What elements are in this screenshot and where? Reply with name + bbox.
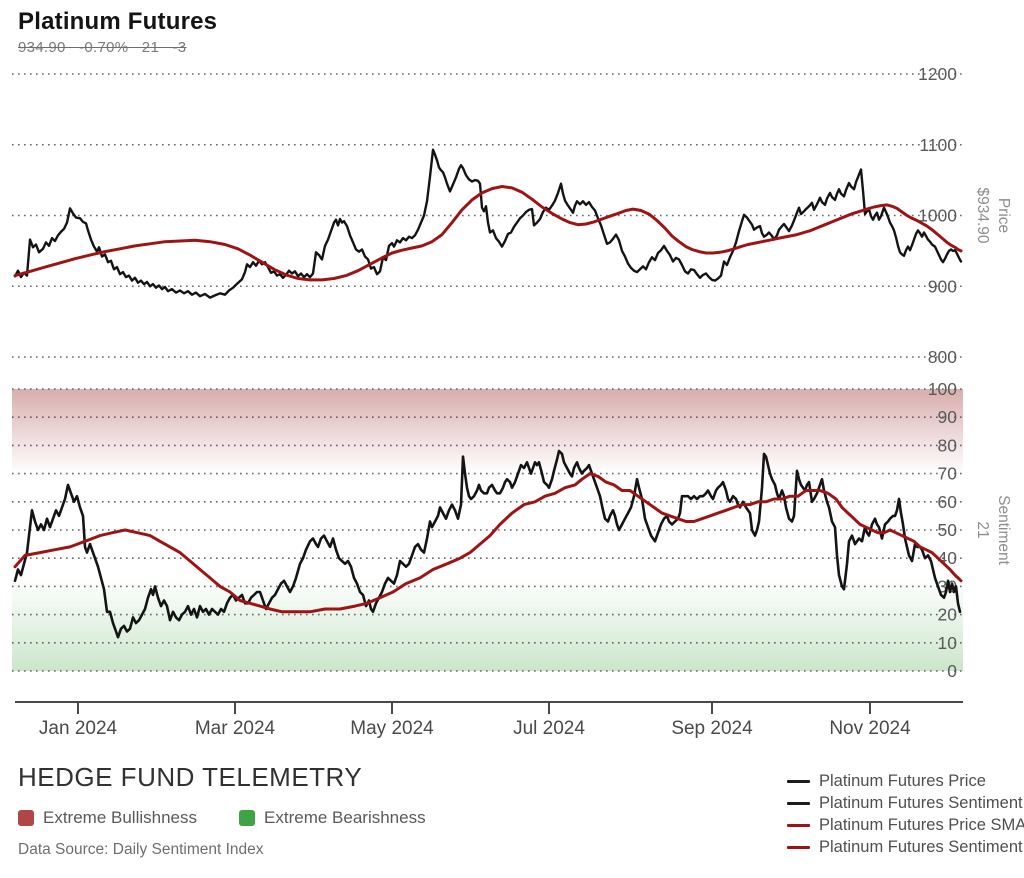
- legend-item-extreme-bullishness: Extreme Bullishness: [18, 808, 197, 828]
- sentiment-sma-line-swatch-icon: [787, 845, 810, 849]
- header: Platinum Futures 934.90 -0.70% 21 -3: [18, 8, 217, 56]
- sentiment-ytick-60: 60: [938, 492, 958, 512]
- legend-item-price: Platinum Futures Price: [787, 770, 1024, 792]
- bullishness-swatch-icon: [18, 810, 34, 826]
- sentiment-ytick-0: 0: [947, 661, 957, 681]
- price-ytick-900: 900: [928, 276, 957, 296]
- legend-label: Platinum Futures Sentiment SMA: [819, 837, 1024, 856]
- page-title: Platinum Futures: [18, 8, 218, 35]
- sentiment-band-extreme-bearishness: [12, 577, 963, 671]
- x-label-may-2024: May 2024: [350, 718, 434, 739]
- legend-item-sentiment: Platinum Futures Sentiment: [787, 792, 1024, 814]
- x-label-sep-2024: Sep 2024: [671, 718, 753, 739]
- price-ytick-1200: 1200: [918, 64, 957, 84]
- legend-item-price-sma: Platinum Futures Price SMA: [787, 814, 1024, 836]
- series-platinum-futures-price: [13, 148, 963, 299]
- price-ytick-1000: 1000: [918, 206, 957, 226]
- price-ytick-800: 800: [928, 347, 957, 367]
- sentiment-axis-current-value: 21: [974, 521, 991, 538]
- x-label-jan-2024: Jan 2024: [39, 718, 118, 739]
- sentiment-ytick-70: 70: [938, 464, 958, 484]
- band-legend: Extreme Bullishness Extreme Bearishness: [18, 808, 426, 828]
- legend-label: Platinum Futures Price SMA: [819, 815, 1024, 834]
- x-label-mar-2024: Mar 2024: [195, 718, 276, 739]
- sentiment-ytick-90: 90: [938, 407, 958, 427]
- sentiment-axis-title: Sentiment: [995, 495, 1012, 565]
- legend-label: Platinum Futures Price: [819, 771, 986, 790]
- price-ytick-1100: 1100: [919, 135, 957, 155]
- sentiment-ytick-20: 20: [938, 605, 958, 625]
- bearishness-swatch-icon: [239, 810, 256, 826]
- quote-summary-strikethrough: 934.90 -0.70% 21 -3: [18, 39, 187, 56]
- legend-label: Extreme Bearishness: [264, 808, 426, 827]
- series-platinum-futures-sentiment-sma: [13, 472, 963, 614]
- legend-label: Extreme Bullishness: [43, 808, 198, 827]
- brand-title: HEDGE FUND TELEMETRY: [18, 762, 363, 792]
- legend-label: Platinum Futures Sentiment: [819, 793, 1023, 812]
- x-label-jul-2024: Jul 2024: [513, 718, 585, 739]
- chart-canvas: 120011001000900800Price$934.901009080706…: [12, 64, 1012, 739]
- sentiment-ytick-100: 100: [928, 379, 957, 399]
- sentiment-ytick-10: 10: [938, 633, 958, 653]
- series-platinum-futures-sentiment: [13, 449, 962, 639]
- sentiment-line-swatch-icon: [787, 801, 810, 805]
- legend-item-extreme-bearishness: Extreme Bearishness: [239, 808, 426, 828]
- series-legend: Platinum Futures Price Platinum Futures …: [787, 770, 1024, 858]
- price-line-swatch-icon: [787, 779, 810, 783]
- sentiment-band-extreme-bullishness: [12, 389, 963, 474]
- sentiment-ytick-80: 80: [938, 435, 958, 455]
- series-platinum-futures-price-sma: [13, 185, 963, 282]
- price-axis-current-value: $934.90: [974, 187, 991, 243]
- price-axis-title: Price: [995, 198, 1012, 233]
- legend-item-sentiment-sma: Platinum Futures Sentiment SMA: [787, 836, 1024, 858]
- price-sma-line-swatch-icon: [787, 823, 810, 827]
- data-source-note: Data Source: Daily Sentiment Index: [18, 841, 264, 858]
- sentiment-ytick-50: 50: [938, 520, 958, 540]
- x-label-nov-2024: Nov 2024: [829, 718, 911, 739]
